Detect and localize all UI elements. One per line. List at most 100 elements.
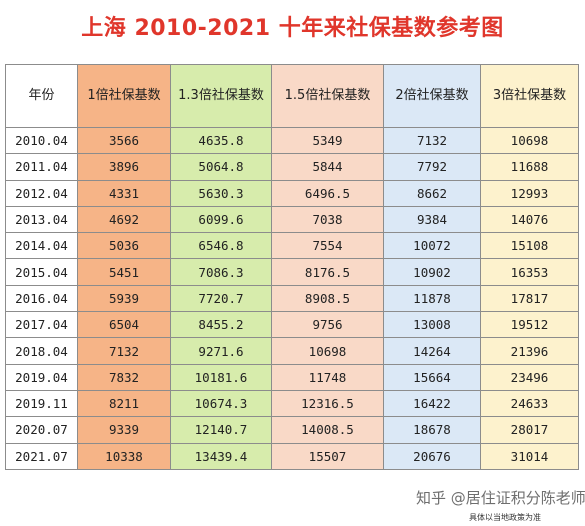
cell-1x-base: 8211 — [77, 389, 171, 418]
cell-2x-base: 10902 — [383, 258, 481, 286]
cell-2x-base: 8662 — [383, 179, 481, 207]
footnote: 具体以当地政策为准 — [469, 513, 541, 522]
cell-2x-base: 16422 — [383, 389, 481, 418]
table-row: 2010.04 3566 4635.8 5349 7132 10698 — [5, 126, 579, 155]
cell-2x-base: 15664 — [383, 363, 481, 391]
cell-1-5x-base: 7038 — [271, 205, 384, 234]
table-row: 2018.04 7132 9271.6 10698 14264 21396 — [5, 337, 579, 365]
cell-year: 2019.04 — [5, 363, 78, 391]
cell-1-5x-base: 5349 — [271, 126, 384, 155]
cell-1-5x-base: 10698 — [271, 337, 384, 365]
cell-3x-base: 12993 — [480, 179, 579, 207]
cell-year: 2021.07 — [5, 442, 78, 470]
cell-3x-base: 15108 — [480, 232, 579, 260]
cell-1-5x-base: 9756 — [271, 311, 384, 339]
cell-3x-base: 16353 — [480, 258, 579, 286]
cell-3x-base: 28017 — [480, 416, 579, 444]
table-row: 2014.04 5036 6546.8 7554 10072 15108 — [5, 232, 579, 260]
cell-3x-base: 24633 — [480, 389, 579, 418]
cell-1x-base: 4331 — [77, 179, 171, 207]
cell-3x-base: 14076 — [480, 205, 579, 234]
cell-year: 2012.04 — [5, 179, 78, 207]
cell-2x-base: 20676 — [383, 442, 481, 470]
cell-year: 2011.04 — [5, 153, 78, 181]
cell-2x-base: 18678 — [383, 416, 481, 444]
cell-2x-base: 14264 — [383, 337, 481, 365]
cell-1-3x-base: 8455.2 — [170, 311, 272, 339]
table-row: 2017.04 6504 8455.2 9756 13008 19512 — [5, 311, 579, 339]
cell-1-5x-base: 14008.5 — [271, 416, 384, 444]
header-2x-base: 2倍社保基数 — [383, 64, 481, 128]
cell-1-3x-base: 4635.8 — [170, 126, 272, 155]
table-row: 2019.11 8211 10674.3 12316.5 16422 24633 — [5, 389, 579, 418]
cell-1-3x-base: 5630.3 — [170, 179, 272, 207]
cell-1-3x-base: 5064.8 — [170, 153, 272, 181]
header-1x-base: 1倍社保基数 — [77, 64, 171, 128]
table-row: 2019.04 7832 10181.6 11748 15664 23496 — [5, 363, 579, 391]
cell-year: 2019.11 — [5, 389, 78, 418]
table-row: 2013.04 4692 6099.6 7038 9384 14076 — [5, 205, 579, 234]
cell-1-3x-base: 9271.6 — [170, 337, 272, 365]
cell-2x-base: 7132 — [383, 126, 481, 155]
cell-1-3x-base: 12140.7 — [170, 416, 272, 444]
table-row: 2021.07 10338 13439.4 15507 20676 31014 — [5, 442, 579, 470]
cell-1x-base: 5036 — [77, 232, 171, 260]
cell-1x-base: 10338 — [77, 442, 171, 470]
cell-1x-base: 9339 — [77, 416, 171, 444]
cell-2x-base: 10072 — [383, 232, 481, 260]
cell-1-3x-base: 7720.7 — [170, 284, 272, 313]
cell-3x-base: 10698 — [480, 126, 579, 155]
cell-1x-base: 3566 — [77, 126, 171, 155]
header-1-3x-base: 1.3倍社保基数 — [170, 64, 272, 128]
table-row: 2020.07 9339 12140.7 14008.5 18678 28017 — [5, 416, 579, 444]
cell-1x-base: 6504 — [77, 311, 171, 339]
cell-year: 2020.07 — [5, 416, 78, 444]
page-title: 上海 2010-2021 十年来社保基数参考图 — [81, 16, 504, 41]
table-row: 2011.04 3896 5064.8 5844 7792 11688 — [5, 153, 579, 181]
cell-1-5x-base: 7554 — [271, 232, 384, 260]
cell-1-5x-base: 12316.5 — [271, 389, 384, 418]
cell-1x-base: 7832 — [77, 363, 171, 391]
cell-1-3x-base: 7086.3 — [170, 258, 272, 286]
cell-1-3x-base: 13439.4 — [170, 442, 272, 470]
cell-1x-base: 3896 — [77, 153, 171, 181]
cell-year: 2016.04 — [5, 284, 78, 313]
cell-2x-base: 11878 — [383, 284, 481, 313]
cell-3x-base: 17817 — [480, 284, 579, 313]
table-row: 2012.04 4331 5630.3 6496.5 8662 12993 — [5, 179, 579, 207]
cell-year: 2010.04 — [5, 126, 78, 155]
cell-3x-base: 11688 — [480, 153, 579, 181]
cell-1-3x-base: 10674.3 — [170, 389, 272, 418]
cell-year: 2015.04 — [5, 258, 78, 286]
cell-1x-base: 7132 — [77, 337, 171, 365]
cell-3x-base: 31014 — [480, 442, 579, 470]
cell-year: 2013.04 — [5, 205, 78, 234]
cell-1-3x-base: 10181.6 — [170, 363, 272, 391]
header-3x-base: 3倍社保基数 — [480, 64, 579, 128]
cell-1x-base: 5939 — [77, 284, 171, 313]
table-row: 2016.04 5939 7720.7 8908.5 11878 17817 — [5, 284, 579, 313]
cell-2x-base: 7792 — [383, 153, 481, 181]
cell-1-5x-base: 15507 — [271, 442, 384, 470]
cell-1-5x-base: 8176.5 — [271, 258, 384, 286]
cell-1-5x-base: 6496.5 — [271, 179, 384, 207]
cell-1x-base: 4692 — [77, 205, 171, 234]
header-year: 年份 — [5, 64, 78, 128]
cell-1-5x-base: 11748 — [271, 363, 384, 391]
header-1-5x-base: 1.5倍社保基数 — [271, 64, 384, 128]
cell-1x-base: 5451 — [77, 258, 171, 286]
table-header-row: 年份 1倍社保基数 1.3倍社保基数 1.5倍社保基数 2倍社保基数 3倍社保基… — [5, 64, 579, 128]
cell-1-3x-base: 6099.6 — [170, 205, 272, 234]
cell-3x-base: 19512 — [480, 311, 579, 339]
cell-1-5x-base: 8908.5 — [271, 284, 384, 313]
watermark: 知乎 @居住证积分陈老师 — [416, 489, 585, 507]
cell-year: 2014.04 — [5, 232, 78, 260]
cell-year: 2017.04 — [5, 311, 78, 339]
cell-3x-base: 21396 — [480, 337, 579, 365]
cell-2x-base: 9384 — [383, 205, 481, 234]
cell-year: 2018.04 — [5, 337, 78, 365]
cell-3x-base: 23496 — [480, 363, 579, 391]
cell-2x-base: 13008 — [383, 311, 481, 339]
table-row: 2015.04 5451 7086.3 8176.5 10902 16353 — [5, 258, 579, 286]
social-security-base-table: 年份 1倍社保基数 1.3倍社保基数 1.5倍社保基数 2倍社保基数 3倍社保基… — [5, 64, 579, 470]
